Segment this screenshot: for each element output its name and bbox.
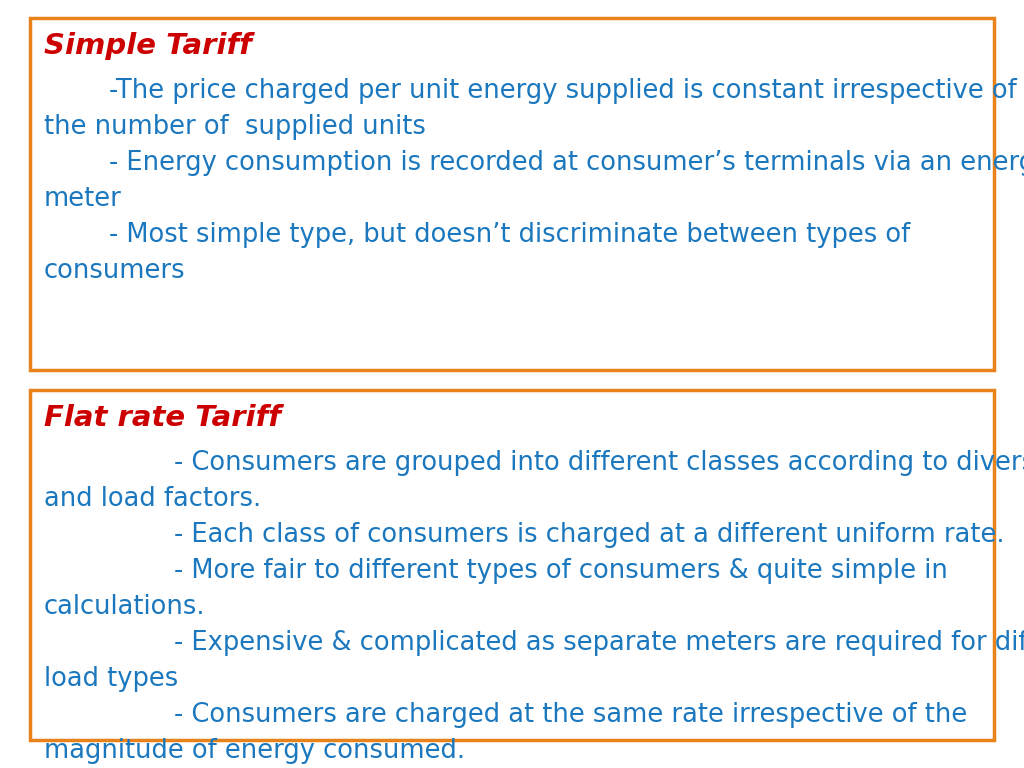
- Text: -The price charged per unit energy supplied is constant irrespective of
the numb: -The price charged per unit energy suppl…: [44, 78, 1024, 284]
- Text: Flat rate Tariff: Flat rate Tariff: [44, 404, 281, 432]
- FancyBboxPatch shape: [30, 390, 994, 740]
- Text: - Consumers are grouped into different classes according to diversity
and load f: - Consumers are grouped into different c…: [44, 450, 1024, 764]
- FancyBboxPatch shape: [30, 18, 994, 370]
- Text: Simple Tariff: Simple Tariff: [44, 32, 252, 60]
